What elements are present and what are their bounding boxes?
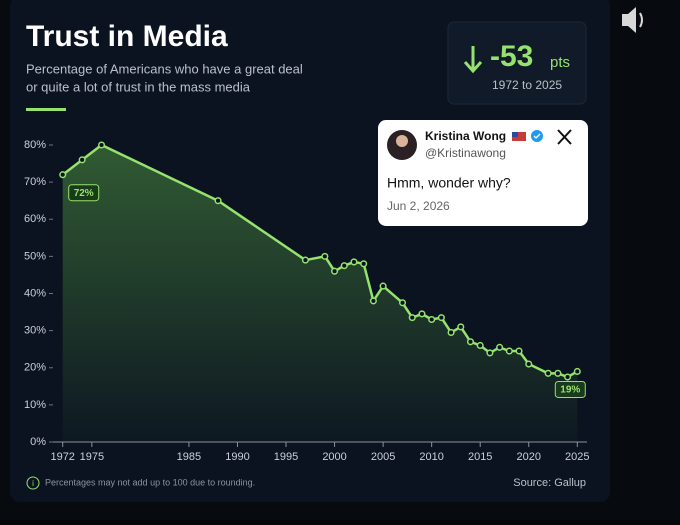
point — [573, 367, 581, 376]
down-arrow — [463, 46, 483, 74]
x-tick-label: 2010 — [419, 451, 443, 463]
point — [78, 156, 86, 164]
point — [428, 315, 436, 324]
point — [301, 256, 309, 264]
x-tick-label: 1985 — [177, 451, 201, 463]
x-tick-label: 2025 — [565, 451, 589, 463]
chart-title: Trust in Media — [26, 20, 228, 53]
point — [379, 282, 387, 290]
point — [321, 252, 329, 260]
point — [59, 171, 67, 179]
value-label: 72% — [74, 188, 94, 199]
x-tick-label: 2015 — [468, 451, 492, 463]
tweet-handle: @Kristinawong — [425, 146, 506, 160]
point — [350, 258, 358, 266]
y-tick-label: 20% — [24, 362, 46, 374]
badge-unit: pts — [550, 54, 570, 71]
point — [447, 328, 455, 337]
info-icon — [26, 476, 40, 490]
tweet-text: Hmm, wonder why? — [387, 175, 511, 191]
badge-period: 1972 to 2025 — [492, 78, 562, 92]
flag-icon — [512, 132, 518, 137]
x-tick-label: 2005 — [371, 451, 395, 463]
footnote: Percentages may not add up to 100 due to… — [45, 477, 255, 487]
info-icon: i — [32, 479, 34, 488]
y-tick-label: 0% — [30, 436, 46, 448]
point — [408, 314, 416, 322]
accent-line — [26, 108, 66, 111]
point — [515, 347, 523, 355]
x-tick-label: 2020 — [517, 451, 541, 463]
point — [369, 297, 377, 305]
point — [525, 360, 533, 368]
y-tick-label: 70% — [24, 176, 46, 188]
point — [418, 310, 426, 318]
mute-icon[interactable] — [622, 7, 643, 33]
tweet-name: Kristina Wong — [425, 129, 506, 143]
tweet-date: Jun 2, 2026 — [387, 199, 450, 213]
point — [437, 314, 445, 322]
y-tick-label: 30% — [24, 325, 46, 337]
x-tick-label: 1975 — [80, 451, 104, 463]
point — [457, 323, 465, 331]
value-label: 19% — [560, 385, 580, 396]
point — [505, 347, 513, 355]
point — [97, 141, 106, 149]
badge-box — [447, 21, 587, 105]
y-tick-label: 50% — [24, 250, 46, 262]
point — [360, 260, 368, 268]
source: Source: Gallup — [513, 477, 586, 489]
point — [476, 341, 484, 350]
point — [466, 338, 475, 346]
plot: 0% 10% 20% 30% 40% 50% 60% 70% 80% 1972 1975 1985 19… — [24, 139, 590, 463]
badge-value: -53 — [490, 40, 533, 73]
value-label-box — [554, 380, 586, 398]
value-label-box — [68, 184, 100, 202]
point — [331, 267, 339, 275]
y-tick-label: 40% — [24, 287, 46, 299]
point — [214, 197, 222, 205]
x-tick-label: 1990 — [225, 451, 249, 463]
y-tick-label: 10% — [24, 399, 46, 411]
tweet-bg — [378, 120, 588, 226]
subtitle: or quite a lot of trust in the mass medi… — [26, 79, 251, 94]
x-tick-label: 1972 — [50, 451, 74, 463]
point — [544, 369, 552, 377]
tweet-card[interactable]: Kristina Wong @Kristinawong Hmm, wonder … — [378, 120, 588, 226]
y-tick-label: 60% — [24, 213, 46, 225]
x-logo[interactable] — [557, 129, 572, 145]
point — [554, 369, 562, 377]
verified-icon — [533, 133, 541, 140]
avatar — [396, 135, 408, 147]
point — [486, 349, 494, 357]
x-tick-label: 1995 — [274, 451, 298, 463]
point — [398, 299, 407, 307]
area — [62, 145, 578, 442]
flag-icon — [512, 132, 526, 141]
point — [564, 373, 572, 381]
point — [340, 262, 348, 270]
subtitle: Percentage of Americans who have a great… — [26, 61, 303, 76]
x-tick-label: 2000 — [322, 451, 346, 463]
y-tick-label: 80% — [24, 139, 46, 151]
point — [496, 343, 504, 351]
